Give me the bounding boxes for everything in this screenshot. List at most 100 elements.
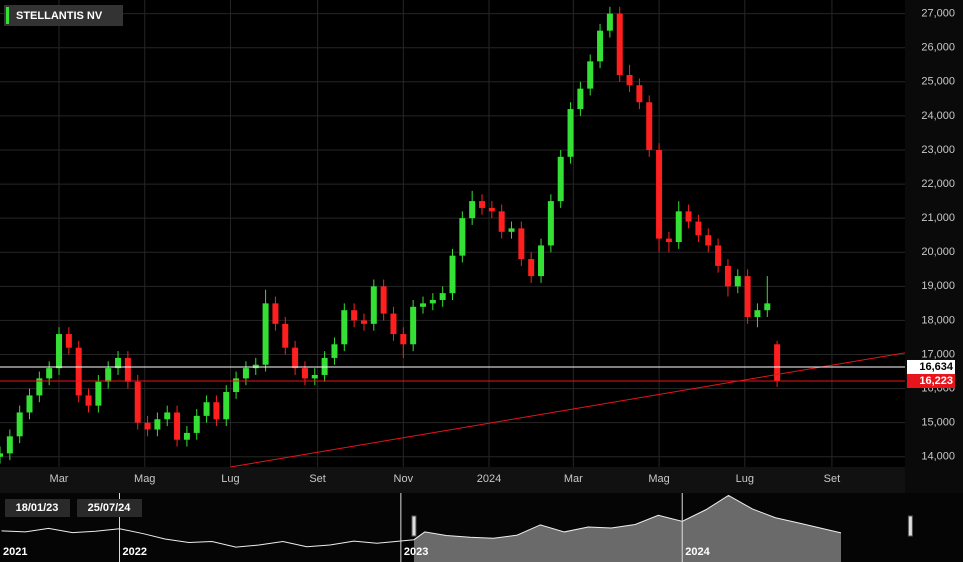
candle-body (193, 415, 200, 433)
navigator-area (413, 495, 842, 562)
candle-body (547, 201, 554, 246)
y-tick-label: 27,000 (921, 8, 955, 20)
candle-body (734, 276, 741, 287)
candle-body (46, 368, 53, 379)
candle-body (85, 395, 92, 406)
x-tick-label: 2024 (477, 473, 501, 485)
x-tick-label: Mag (134, 473, 155, 485)
title-marker (6, 7, 9, 24)
y-tick-label: 22,000 (921, 178, 955, 190)
title-box (4, 5, 123, 26)
candle-body (577, 88, 584, 110)
navigator-year-label: 2024 (685, 546, 710, 558)
level-label-box (907, 359, 955, 374)
candle-body (0, 453, 3, 457)
y-tick-label: 20,000 (921, 246, 955, 258)
x-tick-label: Mar (50, 473, 69, 485)
grid: 14,00015,00016,00017,00018,00019,00020,0… (0, 0, 955, 485)
candle-body (252, 364, 259, 369)
candle-body (292, 347, 299, 369)
candle-body (587, 61, 594, 89)
candle-body (508, 228, 515, 232)
candle-body (144, 422, 151, 430)
candle-body (754, 310, 761, 318)
candle-body (626, 74, 633, 86)
x-tick-label: Set (309, 473, 326, 485)
candle-body (675, 211, 682, 243)
candle-body (95, 381, 102, 406)
navigator-year-label: 2022 (122, 546, 146, 558)
x-tick-label: Lug (736, 473, 754, 485)
candle-body (715, 245, 722, 266)
y-tick-label: 21,000 (921, 212, 955, 224)
candle-body (557, 156, 564, 202)
x-tick-label: Set (824, 473, 841, 485)
y-tick-label: 19,000 (921, 280, 955, 292)
x-axis-band (0, 467, 905, 493)
candle-body (479, 201, 486, 208)
candle-body (105, 368, 112, 382)
candle-body (469, 201, 476, 219)
candle-body (744, 276, 751, 318)
candle-body (636, 85, 643, 103)
chart-title: STELLANTIS NV (16, 10, 103, 22)
candle-body (528, 259, 535, 277)
y-tick-label: 26,000 (921, 42, 955, 54)
y-tick-label: 24,000 (921, 110, 955, 122)
range-box (77, 499, 142, 517)
candle-body (498, 211, 505, 232)
candle-body (606, 13, 613, 31)
candle-body (26, 395, 33, 413)
candle-body (164, 412, 171, 420)
candle-body (301, 368, 308, 379)
candle-body (154, 419, 161, 430)
range-box (5, 499, 70, 517)
candle-body (518, 228, 525, 260)
candle-body (724, 265, 731, 287)
candle-body (341, 310, 348, 345)
navigator-handle[interactable] (907, 515, 913, 537)
candle-body (242, 368, 249, 379)
navigator-handle[interactable] (411, 515, 417, 537)
candle-body (410, 306, 417, 345)
range-date: 25/07/24 (88, 502, 132, 514)
candle-body (134, 381, 141, 423)
y-tick-label: 14,000 (921, 451, 955, 463)
candle-body (56, 334, 63, 369)
overlay: 16,634 16,223 2021 2022 2023 2024 18/01/23 25/0… (0, 352, 955, 562)
level-label: 16,634 (919, 361, 954, 373)
candle-body (449, 255, 456, 294)
candle-body (439, 293, 446, 300)
candle-body (695, 221, 702, 236)
candle-body (115, 357, 122, 369)
candle-body (774, 344, 781, 381)
y-tick-label: 18,000 (921, 314, 955, 326)
candle-body (488, 207, 495, 212)
candle-body (311, 374, 318, 379)
level-label: 16,223 (919, 375, 953, 387)
candle-body (419, 303, 426, 307)
navigator-year-label: 2023 (404, 546, 428, 558)
candle-body (233, 378, 240, 393)
candle-body (331, 344, 338, 358)
candle-body (646, 102, 653, 150)
candle-body (400, 334, 407, 345)
y-tick-label: 25,000 (921, 76, 955, 88)
y-axis-band (905, 0, 963, 493)
candle-body (174, 412, 181, 440)
candle-body (665, 238, 672, 243)
range-date: 18/01/23 (16, 502, 59, 514)
navigator-line (1, 494, 842, 548)
candle-body (262, 303, 269, 365)
candle-body (282, 323, 289, 348)
x-tick-label: Lug (221, 473, 239, 485)
navigator-year-label: 2021 (3, 546, 27, 558)
candle-body (597, 30, 604, 62)
candle-body (272, 303, 279, 324)
candle-body (390, 313, 397, 335)
candle-body (16, 412, 23, 437)
candle-body (538, 245, 545, 277)
x-tick-label: Mar (564, 473, 583, 485)
candle-body (567, 109, 574, 157)
